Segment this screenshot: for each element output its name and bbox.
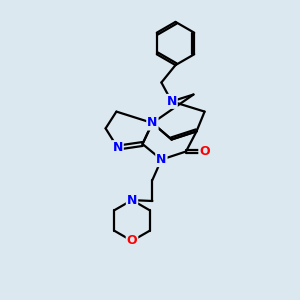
Text: O: O [199,145,210,158]
Text: N: N [167,95,177,108]
Text: O: O [127,234,137,248]
Text: N: N [127,194,137,207]
Text: N: N [147,116,158,130]
Text: N: N [112,141,123,154]
Text: N: N [156,153,167,166]
